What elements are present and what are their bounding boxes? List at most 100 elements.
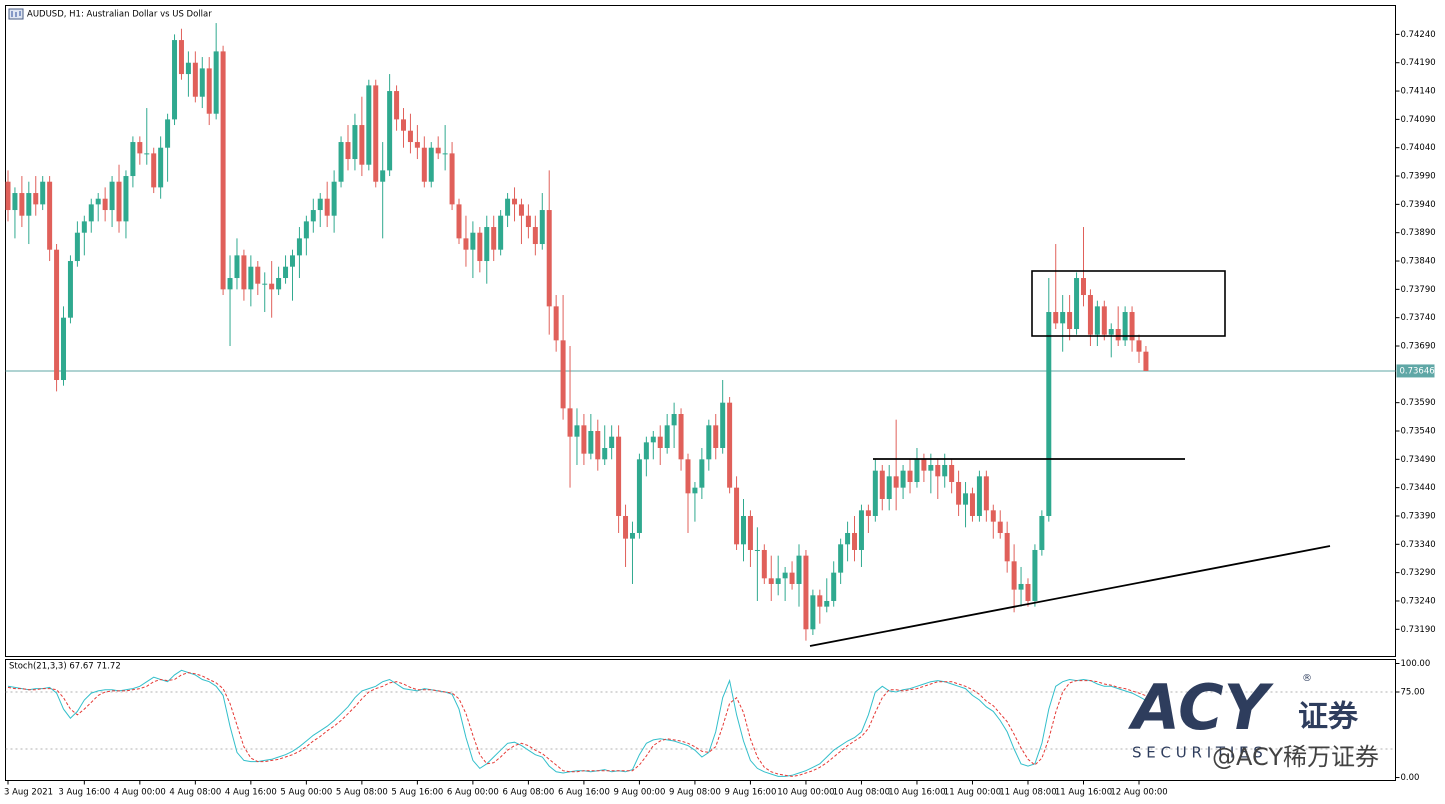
candle-body	[914, 459, 920, 482]
y-tick-label: 0.73540	[1401, 427, 1436, 437]
candle-body	[595, 431, 601, 460]
candle-body	[831, 572, 837, 601]
y-tick-label: 0.73240	[1401, 596, 1436, 606]
candle-body	[567, 408, 573, 437]
candle-body	[699, 459, 705, 488]
x-tick-label: 9 Aug 00:00	[613, 788, 665, 798]
candle-body	[1053, 312, 1059, 324]
candle-body	[789, 572, 795, 584]
candle-body	[713, 425, 719, 448]
candle-body	[269, 283, 275, 290]
y-tick-label: 75.00	[1401, 688, 1425, 698]
candle-body	[1004, 532, 1010, 562]
x-tick-label: 6 Aug 16:00	[558, 788, 610, 798]
y-tick-label: 0.73590	[1401, 398, 1436, 408]
watermark-registered: ®	[1302, 673, 1312, 684]
candle-body	[539, 210, 545, 245]
candle-body	[1046, 312, 1052, 516]
y-tick-label: 0.74040	[1401, 143, 1436, 153]
current-price-box	[1396, 364, 1435, 378]
candle-body	[949, 464, 955, 482]
x-tick-label: 6 Aug 08:00	[502, 788, 554, 798]
candle-body	[54, 249, 60, 381]
y-tick-label: 0.74240	[1401, 30, 1436, 40]
y-tick-label: 0.73840	[1401, 257, 1436, 267]
candle-body	[206, 68, 212, 114]
candle-body	[629, 532, 635, 539]
candle-body	[907, 470, 913, 482]
candle-body	[838, 544, 844, 573]
stoch-panel	[5, 659, 1396, 781]
watermark-handle: @ACY稀万证券	[1212, 743, 1379, 771]
y-tick-label: 0.74140	[1401, 87, 1436, 97]
candle-body	[574, 425, 580, 437]
candle-body	[1108, 329, 1114, 335]
candle-body	[1094, 306, 1100, 335]
candle-body	[928, 464, 934, 471]
candle-body	[865, 510, 871, 516]
x-tick-label: 6 Aug 00:00	[447, 788, 499, 798]
candle-body	[678, 414, 684, 460]
x-tick-label: 12 Aug 00:00	[1110, 788, 1167, 798]
y-tick-label: 0.74190	[1401, 58, 1436, 68]
candle-body	[1115, 329, 1121, 341]
candle-body	[165, 119, 171, 148]
candle-body	[241, 255, 247, 290]
x-tick-label: 5 Aug 16:00	[391, 788, 443, 798]
candle-body	[213, 51, 219, 114]
candle-body	[345, 142, 351, 160]
indicator-line	[7, 672, 1147, 777]
candle-body	[921, 459, 927, 471]
candle-body	[192, 62, 198, 97]
candle-body	[248, 266, 254, 290]
y-tick-label: 0.73390	[1401, 511, 1436, 521]
y-tick-label: 0.73290	[1401, 568, 1436, 578]
candle-body	[33, 193, 39, 205]
candle-body	[1122, 312, 1128, 341]
candle-body	[310, 210, 316, 222]
candle-body	[5, 181, 11, 211]
candle-body	[935, 464, 941, 477]
candle-body	[706, 425, 712, 460]
candle-body	[373, 85, 379, 182]
candle-body	[1011, 561, 1017, 590]
candle-body	[407, 130, 413, 143]
candle-body	[47, 181, 53, 250]
candle-body	[720, 402, 726, 448]
range-box	[1031, 270, 1226, 337]
candle-body	[727, 402, 733, 488]
candle-body	[387, 91, 393, 171]
x-tick-label: 10 Aug 00:00	[777, 788, 834, 798]
candle-body	[394, 91, 400, 120]
x-tick-label: 4 Aug 00:00	[114, 788, 166, 798]
candle-body	[505, 198, 511, 216]
candle-body	[137, 142, 143, 154]
candle-body	[116, 181, 122, 222]
candle-body	[435, 147, 441, 154]
candle-body	[740, 515, 746, 545]
candle-body	[685, 459, 691, 494]
y-tick-label: 0.73340	[1401, 540, 1436, 550]
candle-body	[858, 510, 864, 550]
candle-body	[602, 447, 608, 460]
candle-body	[158, 147, 164, 188]
candle-body	[151, 153, 157, 188]
watermark-name: 证券	[1298, 700, 1359, 735]
y-tick-label: 0.73690	[1401, 342, 1436, 352]
candle-body	[581, 425, 587, 454]
candle-body	[220, 51, 226, 290]
candle-body	[296, 238, 302, 256]
candle-body	[178, 40, 184, 75]
candle-body	[636, 459, 642, 533]
candle-body	[428, 147, 434, 182]
indicator-line	[7, 669, 1147, 777]
candle-body	[1025, 583, 1031, 601]
y-tick-label: 100.00	[1401, 659, 1431, 669]
candle-body	[956, 481, 962, 505]
candle-body	[81, 221, 87, 233]
candle-body	[498, 215, 504, 250]
x-tick-label: 11 Aug 16:00	[1055, 788, 1112, 798]
